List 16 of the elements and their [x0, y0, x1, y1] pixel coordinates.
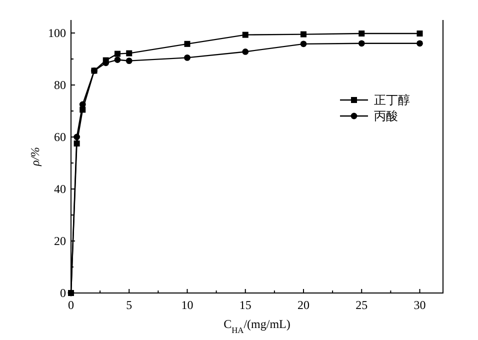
- x-tick-label: 5: [126, 298, 132, 312]
- x-tick-label: 15: [239, 298, 252, 312]
- y-tick-label: 60: [54, 130, 66, 144]
- y-tick-label: 80: [54, 78, 66, 92]
- x-tick-label: 10: [181, 298, 194, 312]
- x-tick-label: 20: [298, 298, 310, 312]
- y-tick-label: 100: [48, 26, 66, 40]
- legend-label: 正丁醇: [374, 93, 410, 107]
- y-axis-title: ρ/%: [28, 146, 42, 168]
- x-tick-label: 30: [414, 298, 426, 312]
- y-tick-label: 40: [54, 182, 66, 196]
- x-axis-title: C$_{HA}$/(mg/mL): [224, 317, 290, 334]
- y-tick-label: 0: [60, 286, 66, 300]
- x-tick-label: 25: [356, 298, 368, 312]
- y-tick-label: 20: [54, 234, 66, 248]
- legend-label: 丙酸: [374, 109, 398, 123]
